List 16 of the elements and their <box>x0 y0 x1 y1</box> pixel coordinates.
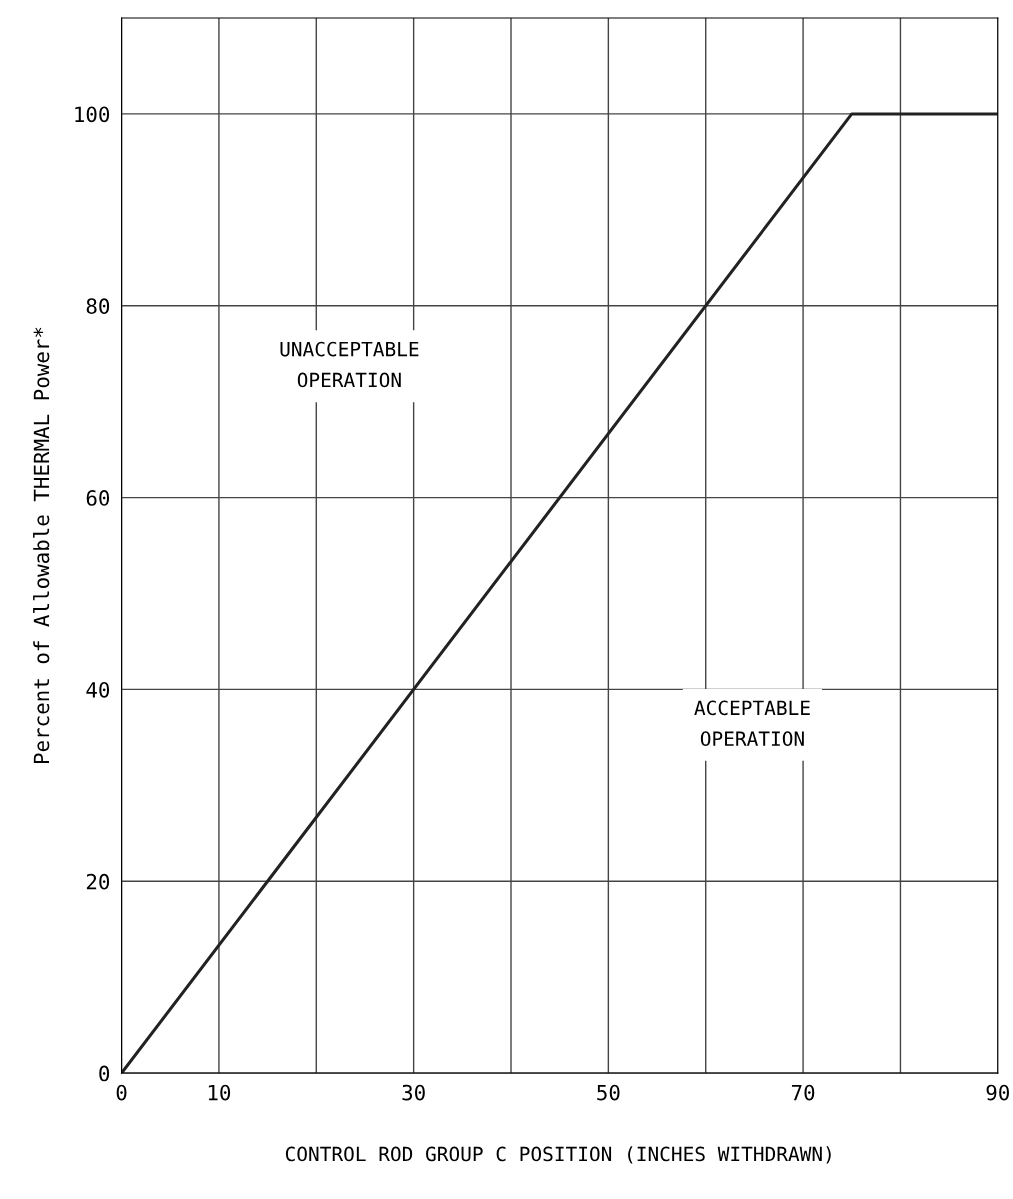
annotation: UNACCEPTABLE OPERATION <box>280 341 419 388</box>
x-tick-label: 50 <box>597 1084 620 1101</box>
x-axis-title: CONTROL ROD GROUP C POSITION (INCHES WITHDRAWN) <box>285 1146 831 1164</box>
x-tick-label: 90 <box>986 1084 1009 1101</box>
x-tick-label: 0 <box>116 1084 127 1101</box>
y-axis-title: Percent of Allowable THERMAL Power* <box>33 327 50 764</box>
y-tick-label: 0 <box>99 1065 110 1082</box>
x-tick-label: 10 <box>208 1084 231 1101</box>
x-tick-label: 70 <box>791 1084 815 1101</box>
y-tick-label: 60 <box>86 490 110 506</box>
annotation: ACCEPTABLE OPERATION <box>694 700 810 747</box>
x-tick-label: 30 <box>402 1084 425 1101</box>
y-tick-label: 20 <box>86 873 110 890</box>
y-tick-label: 40 <box>86 681 110 698</box>
y-tick-label: 80 <box>86 298 110 315</box>
y-tick-label: 100 <box>75 106 110 123</box>
